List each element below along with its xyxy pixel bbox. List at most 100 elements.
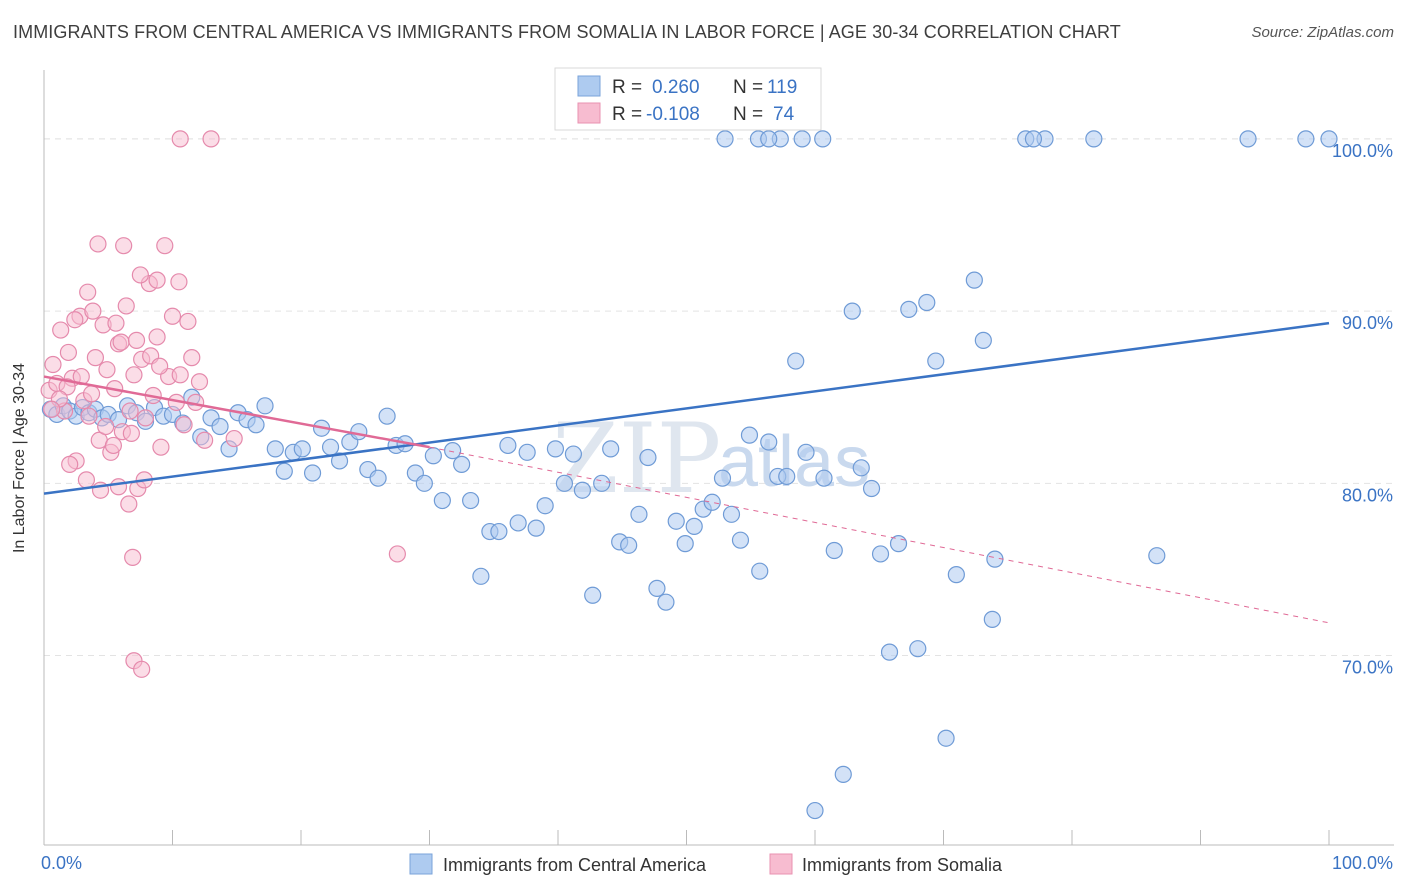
point-somalia	[89, 235, 107, 253]
point-somalia	[202, 130, 220, 148]
point-central-america	[787, 352, 805, 370]
point-somalia	[80, 407, 98, 425]
point-central-america	[266, 440, 284, 458]
stats-swatch-blue	[577, 75, 601, 97]
point-somalia	[82, 385, 101, 403]
point-central-america	[639, 448, 657, 467]
point-central-america	[518, 443, 536, 461]
point-central-america	[815, 469, 833, 487]
point-central-america	[1024, 130, 1043, 148]
y-tick-label: 70.0%	[1342, 658, 1393, 678]
point-central-america	[909, 640, 927, 658]
point-somalia	[107, 314, 125, 332]
point-central-america	[760, 130, 778, 148]
watermark-atlas: atlas	[718, 422, 870, 502]
point-somalia	[79, 283, 97, 301]
point-central-america	[880, 643, 899, 661]
point-central-america	[947, 566, 965, 584]
point-central-america	[793, 130, 811, 148]
series-central-america	[41, 130, 1338, 820]
point-central-america	[862, 479, 881, 498]
point-central-america	[275, 462, 293, 480]
stats-box: R = 0.260 N = 119 R = -0.108 N = 74	[554, 67, 822, 131]
point-somalia	[86, 349, 105, 367]
point-central-america	[713, 469, 732, 487]
point-somalia	[179, 312, 197, 331]
point-central-america	[927, 352, 945, 370]
legend: Immigrants from Central America Immigran…	[409, 853, 1003, 875]
point-central-america	[256, 397, 274, 415]
point-somalia	[61, 455, 79, 473]
point-central-america	[676, 535, 694, 553]
point-somalia	[183, 349, 201, 367]
point-somalia	[109, 478, 128, 496]
point-somalia	[120, 495, 138, 513]
chart-title: IMMIGRANTS FROM CENTRAL AMERICA VS IMMIG…	[13, 22, 1121, 42]
point-central-america	[797, 443, 815, 461]
point-central-america	[740, 426, 759, 444]
point-central-america	[584, 586, 602, 604]
point-central-america	[834, 765, 852, 783]
point-central-america	[965, 271, 983, 289]
trend-line-somalia-extension	[429, 446, 1330, 624]
point-somalia	[44, 355, 62, 374]
point-central-america	[303, 464, 322, 482]
legend-label-central-america: Immigrants from Central America	[443, 855, 707, 875]
point-somalia	[148, 271, 166, 289]
point-somalia	[156, 237, 174, 255]
stats-r-value-0: 0.260	[652, 77, 700, 98]
point-central-america	[321, 438, 340, 456]
point-central-america	[509, 514, 527, 532]
point-central-america	[1297, 130, 1315, 148]
point-somalia	[152, 438, 170, 456]
y-tick-label: 80.0%	[1342, 485, 1393, 505]
point-central-america	[1320, 130, 1338, 148]
point-somalia	[52, 321, 70, 339]
point-central-america	[657, 593, 675, 611]
point-central-america	[602, 440, 620, 458]
x-tick-label-end: 100.0%	[1332, 853, 1393, 873]
point-central-america	[472, 567, 490, 585]
point-central-america	[685, 517, 703, 535]
point-central-america	[555, 474, 574, 492]
point-central-america	[424, 447, 442, 465]
point-central-america	[852, 459, 870, 477]
stats-r-label-0: R =	[612, 77, 642, 98]
point-central-america	[1148, 547, 1166, 565]
point-somalia	[136, 409, 155, 427]
point-somalia	[115, 237, 133, 255]
chart-source: Source: ZipAtlas.com	[1251, 24, 1394, 41]
stats-r-value-1: -0.108	[646, 104, 700, 125]
point-central-america	[350, 423, 368, 441]
point-central-america	[593, 474, 611, 492]
point-somalia	[170, 273, 188, 291]
point-central-america	[444, 442, 462, 460]
point-central-america	[293, 440, 311, 458]
point-central-america	[778, 467, 796, 486]
point-somalia	[66, 311, 84, 329]
stats-n-label-0: N =	[733, 77, 763, 98]
point-central-america	[527, 519, 545, 537]
point-somalia	[98, 361, 116, 379]
point-central-america	[751, 562, 769, 580]
point-central-america	[499, 436, 517, 455]
point-somalia	[171, 130, 189, 148]
point-somalia	[133, 660, 151, 678]
point-somalia	[97, 417, 115, 436]
point-central-america	[918, 293, 936, 312]
stats-swatch-pink	[577, 102, 601, 124]
point-central-america	[974, 331, 992, 349]
point-central-america	[1239, 130, 1257, 148]
point-central-america	[415, 474, 433, 492]
point-somalia	[151, 357, 169, 375]
point-central-america	[871, 545, 890, 563]
stats-r-label-1: R =	[612, 104, 642, 125]
stats-n-label-1: N =	[733, 104, 763, 125]
trend-line-central-america	[43, 321, 1330, 495]
point-central-america	[378, 407, 396, 425]
point-central-america	[760, 433, 778, 451]
point-central-america	[247, 416, 265, 434]
point-central-america	[825, 541, 843, 560]
point-somalia	[122, 424, 140, 442]
